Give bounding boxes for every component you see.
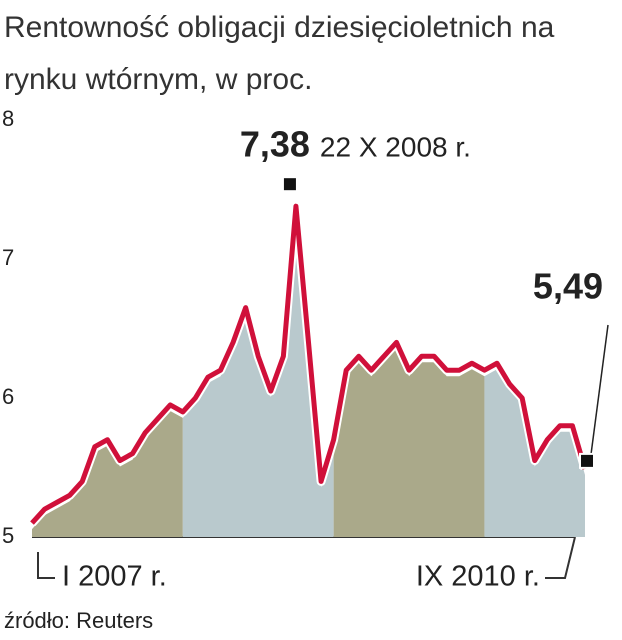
line (30, 203, 588, 525)
y-tick-label: 5 (2, 523, 14, 548)
x-tick-label: I 2007 r. (62, 561, 167, 593)
y-tick-label: 8 (2, 106, 14, 131)
annotation: 22 X 2008 r. (320, 132, 471, 163)
bracket-right (545, 536, 576, 579)
y-tick-label: 7 (2, 245, 14, 270)
source: źródło: Reuters (4, 608, 153, 633)
year-band (32, 410, 183, 537)
marker (281, 176, 298, 193)
value-label: 7,38 (240, 124, 310, 165)
x-tick-label: IX 2010 r. (416, 561, 540, 593)
bracket-left (37, 552, 55, 579)
chart-title: Rentowność obligacji dziesięcioletnich n… (4, 11, 555, 96)
year-band (333, 348, 485, 537)
y-tick-label: 6 (2, 384, 14, 409)
leader-line (589, 324, 609, 463)
marker (579, 452, 595, 469)
year-band (182, 212, 334, 537)
value-label: 5,49 (533, 265, 603, 306)
year-band (484, 369, 585, 537)
